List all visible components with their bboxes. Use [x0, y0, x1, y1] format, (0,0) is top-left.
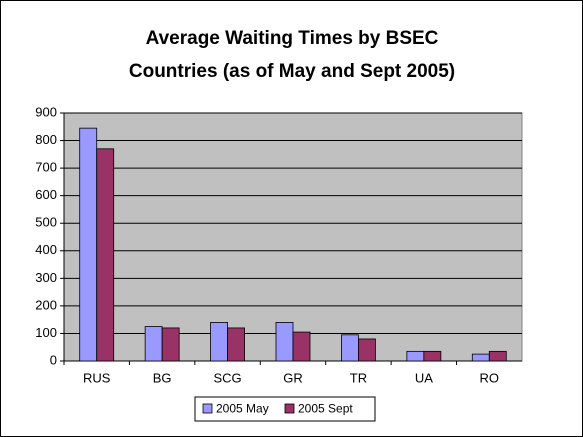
chart-title: Average Waiting Times by BSEC — [146, 28, 439, 49]
legend-swatch — [202, 403, 213, 414]
x-tick-label: RUS — [83, 370, 111, 385]
bar — [161, 327, 180, 362]
bar — [471, 353, 490, 362]
plot-area — [63, 112, 523, 362]
legend-swatch — [284, 403, 295, 414]
y-tick-label: 900 — [35, 104, 57, 119]
x-tick-label: BG — [153, 370, 172, 385]
bar — [275, 322, 294, 362]
x-tick-label: TR — [350, 370, 367, 385]
y-tick-label: 500 — [35, 215, 57, 230]
x-tick-label: UA — [415, 370, 433, 385]
y-tick-label: 200 — [35, 297, 57, 312]
y-tick-label: 0 — [50, 352, 57, 367]
bar — [423, 350, 442, 362]
y-tick-label: 700 — [35, 160, 57, 175]
y-tick-label: 800 — [35, 132, 57, 147]
y-tick-label: 300 — [35, 270, 57, 285]
legend-label: 2005 May — [216, 402, 269, 416]
bar — [341, 334, 359, 362]
x-tick-label: GR — [283, 370, 303, 385]
bar — [488, 350, 507, 362]
chart-title: Countries (as of May and Sept 2005) — [129, 61, 455, 82]
bar — [292, 331, 311, 362]
bar — [210, 322, 228, 362]
x-tick-label: SCG — [213, 370, 241, 385]
x-tick-label: RO — [480, 370, 500, 385]
bar — [358, 338, 376, 362]
y-tick-label: 100 — [35, 325, 57, 340]
bar — [227, 327, 245, 362]
bar — [406, 350, 425, 362]
bar — [96, 148, 115, 362]
bar — [79, 127, 98, 362]
bar — [144, 326, 163, 362]
y-tick-label: 600 — [35, 187, 57, 202]
legend-label: 2005 Sept — [298, 402, 353, 416]
y-tick-label: 400 — [35, 242, 57, 257]
